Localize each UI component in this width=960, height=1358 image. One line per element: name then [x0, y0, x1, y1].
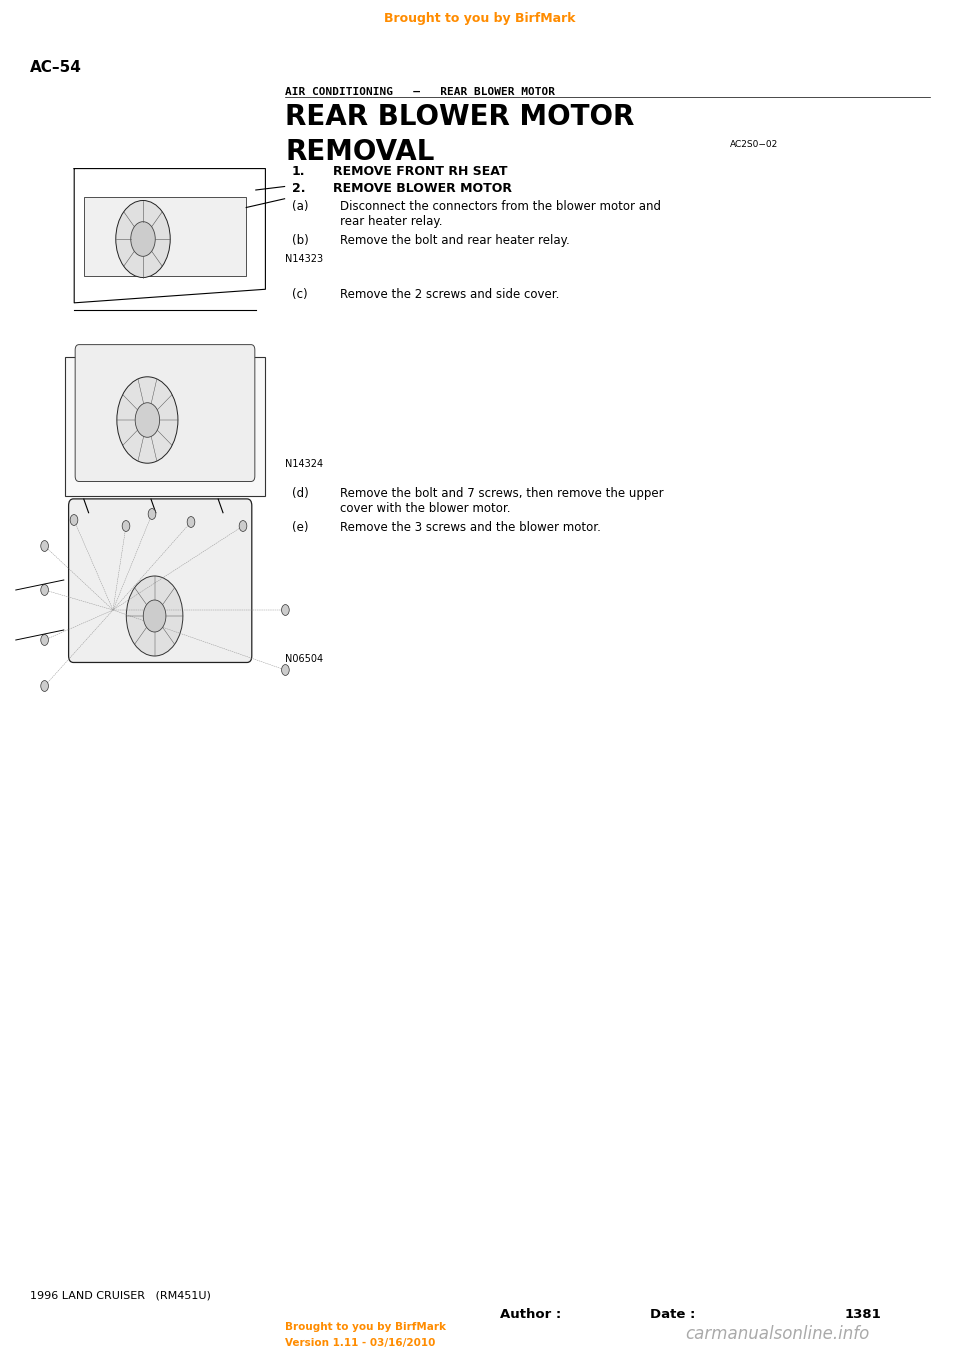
Text: Disconnect the connectors from the blower motor and
rear heater relay.: Disconnect the connectors from the blowe…: [340, 200, 661, 228]
Text: Author :: Author :: [500, 1308, 562, 1321]
Circle shape: [40, 540, 48, 551]
Text: AC2S0−02: AC2S0−02: [730, 140, 779, 149]
Circle shape: [281, 664, 289, 675]
FancyBboxPatch shape: [64, 357, 265, 497]
Text: N06504: N06504: [285, 655, 324, 664]
Text: Remove the 3 screws and the blower motor.: Remove the 3 screws and the blower motor…: [340, 521, 601, 534]
Text: Remove the 2 screws and side cover.: Remove the 2 screws and side cover.: [340, 288, 560, 301]
Text: AIR CONDITIONING   –   REAR BLOWER MOTOR: AIR CONDITIONING – REAR BLOWER MOTOR: [285, 87, 555, 96]
FancyBboxPatch shape: [75, 345, 254, 482]
Text: AC–54: AC–54: [30, 60, 82, 75]
Text: Remove the bolt and 7 screws, then remove the upper
cover with the blower motor.: Remove the bolt and 7 screws, then remov…: [340, 488, 663, 515]
Circle shape: [281, 604, 289, 615]
Text: 1.: 1.: [292, 166, 305, 178]
Text: REMOVAL: REMOVAL: [285, 139, 434, 166]
Circle shape: [143, 600, 166, 631]
Text: (a): (a): [292, 200, 308, 213]
Circle shape: [117, 376, 178, 463]
Circle shape: [127, 576, 182, 656]
Text: REMOVE FRONT RH SEAT: REMOVE FRONT RH SEAT: [333, 166, 508, 178]
Circle shape: [131, 221, 156, 257]
Text: 1996 LAND CRUISER   (RM451U): 1996 LAND CRUISER (RM451U): [30, 1290, 211, 1300]
Text: (c): (c): [292, 288, 307, 301]
Text: 2.: 2.: [292, 182, 305, 196]
Circle shape: [40, 584, 48, 595]
Text: REMOVE BLOWER MOTOR: REMOVE BLOWER MOTOR: [333, 182, 512, 196]
FancyBboxPatch shape: [68, 498, 252, 663]
Circle shape: [40, 680, 48, 691]
Circle shape: [116, 201, 170, 277]
Circle shape: [187, 516, 195, 527]
Text: N14323: N14323: [285, 254, 324, 263]
Text: Remove the bolt and rear heater relay.: Remove the bolt and rear heater relay.: [340, 234, 569, 247]
Text: (b): (b): [292, 234, 309, 247]
Text: 1381: 1381: [845, 1308, 881, 1321]
Circle shape: [40, 634, 48, 645]
Text: carmanualsonline.info: carmanualsonline.info: [685, 1325, 869, 1343]
Circle shape: [135, 403, 159, 437]
Text: Date :: Date :: [650, 1308, 695, 1321]
FancyBboxPatch shape: [84, 197, 246, 276]
Text: Brought to you by BirfMark: Brought to you by BirfMark: [384, 12, 576, 24]
Text: N14324: N14324: [285, 459, 324, 469]
Circle shape: [122, 520, 130, 531]
Circle shape: [70, 515, 78, 526]
Circle shape: [148, 508, 156, 519]
Text: REAR BLOWER MOTOR: REAR BLOWER MOTOR: [285, 103, 635, 130]
Text: Version 1.11 - 03/16/2010: Version 1.11 - 03/16/2010: [285, 1338, 436, 1348]
Circle shape: [239, 520, 247, 531]
Text: (e): (e): [292, 521, 308, 534]
Text: Brought to you by BirfMark: Brought to you by BirfMark: [285, 1321, 446, 1332]
Text: (d): (d): [292, 488, 309, 500]
